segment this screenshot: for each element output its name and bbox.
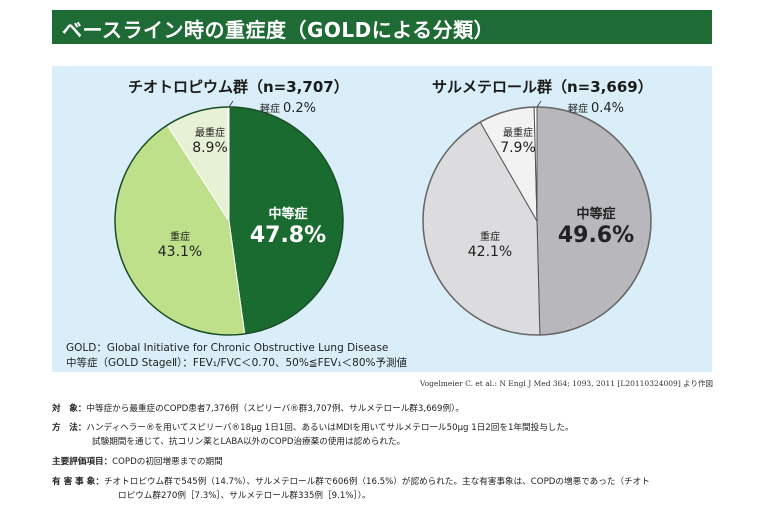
info-adverse-key: 有 害 事 象： (52, 477, 104, 487)
slice-label-very-severe-salmeterol: 最重症 7.9% (500, 128, 536, 156)
info-endpoint: 主要評価項目：COPDの初回増悪までの期間 (52, 455, 223, 467)
info-subjects-key: 対 象： (52, 404, 87, 414)
title-bar: ベースライン時の重症度（GOLDによる分類） (52, 10, 712, 44)
slice-label-severe-salmeterol: 重症 42.1% (467, 232, 513, 260)
info-subjects-text: 中等症から最重症のCOPD患者7,376例（スピリーバ®群3,707例、サルメテ… (86, 404, 464, 414)
pie-tiotropium (114, 100, 344, 336)
info-adverse-line2: ロピウム群270例［7.3%］、サルメテロール群335例［9.1%］）。 (118, 491, 371, 501)
mild-leader-line-0 (228, 100, 234, 108)
slice-label-very-severe-tiotropium: 最重症 8.9% (192, 128, 228, 156)
info-adverse: 有 害 事 象：チオトロピウム群で545例（14.7%）、サルメテロール群で60… (52, 475, 650, 487)
info-method-key: 方 法： (52, 423, 87, 433)
gold-definition-note: GOLD：Global Initiative for Chronic Obstr… (66, 342, 389, 354)
info-endpoint-text: COPDの初回増悪までの期間 (112, 457, 223, 467)
info-endpoint-key: 主要評価項目： (52, 457, 113, 467)
mild-leader-line-1 (536, 100, 542, 108)
page-title: ベースライン時の重症度（GOLDによる分類） (62, 18, 495, 42)
slice-label-mild-tiotropium: 軽症 0.2% (260, 101, 317, 116)
chart-title-salmeterol: サルメテロール群（n=3,669） (432, 78, 653, 96)
info-subjects: 対 象：中等症から最重症のCOPD患者7,376例（スピリーバ®群3,707例、… (52, 402, 464, 414)
info-method-line1: ハンディヘラー®を用いてスピリーバ®18μg 1日1回、あるいはMDIを用いてサ… (86, 423, 574, 433)
slice-label-mild-salmeterol: 軽症 0.4% (568, 101, 625, 116)
pie-salmeterol (422, 100, 652, 336)
info-method: 方 法：ハンディヘラー®を用いてスピリーバ®18μg 1日1回、あるいはMDIを… (52, 421, 574, 433)
citation: Vogelmeier C. et al.: N Engl J Med 364; … (419, 379, 713, 388)
moderate-definition-note: 中等症（GOLD StageⅡ）：FEV₁/FVC＜0.70、50%≦FEV₁＜… (66, 357, 408, 369)
slice-label-severe-tiotropium: 重症 43.1% (157, 232, 203, 260)
info-method-line2: 試験期間を通じて、抗コリン薬とLABA以外のCOPD治療薬の使用は認められた。 (92, 437, 406, 447)
slice-label-moderate-salmeterol: 中等症 49.6% (557, 207, 635, 248)
info-adverse-line1: チオトロピウム群で545例（14.7%）、サルメテロール群で606例（16.5%… (103, 477, 650, 487)
chart-title-tiotropium: チオトロピウム群（n=3,707） (128, 78, 349, 96)
slice-label-moderate-tiotropium: 中等症 47.8% (249, 207, 327, 248)
